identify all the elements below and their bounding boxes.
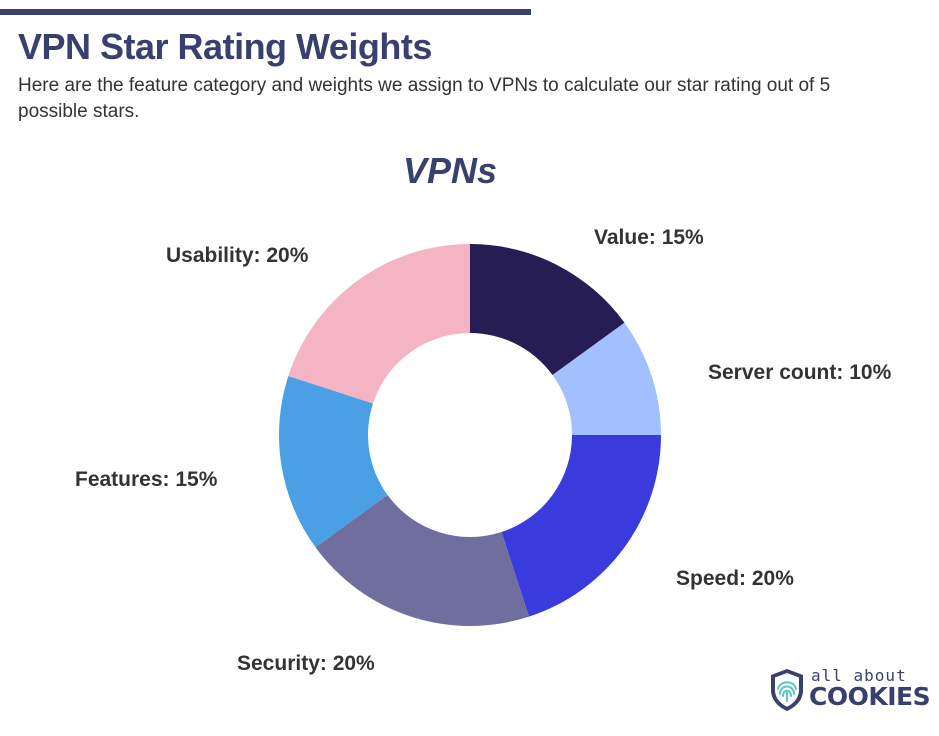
slice-security [315, 494, 530, 627]
slice-speed [501, 435, 661, 617]
brand-line-2: COOKIES [809, 682, 931, 711]
slice-usability [288, 244, 470, 404]
slice-label-server-count: Server count: 10% [708, 361, 892, 384]
slice-value [470, 244, 625, 376]
chart-title: VPNs [402, 150, 498, 191]
brand-logo: all about COOKIES [769, 666, 931, 714]
brand-line-1: all about [811, 666, 907, 685]
top-accent-rule [0, 9, 531, 15]
page-title: VPN Star Rating Weights [18, 26, 432, 67]
slice-features [279, 375, 388, 548]
fingerprint-shield-icon [771, 669, 803, 711]
slice-label-usability: Usability: 20% [166, 244, 309, 267]
slice-label-value: Value: 15% [594, 226, 704, 249]
page-subtitle: Here are the feature category and weight… [18, 75, 831, 122]
slice-label-features: Features: 15% [75, 468, 218, 491]
slice-label-speed: Speed: 20% [676, 567, 794, 590]
slice-server-count [552, 322, 661, 435]
slice-label-security: Security: 20% [237, 652, 375, 675]
